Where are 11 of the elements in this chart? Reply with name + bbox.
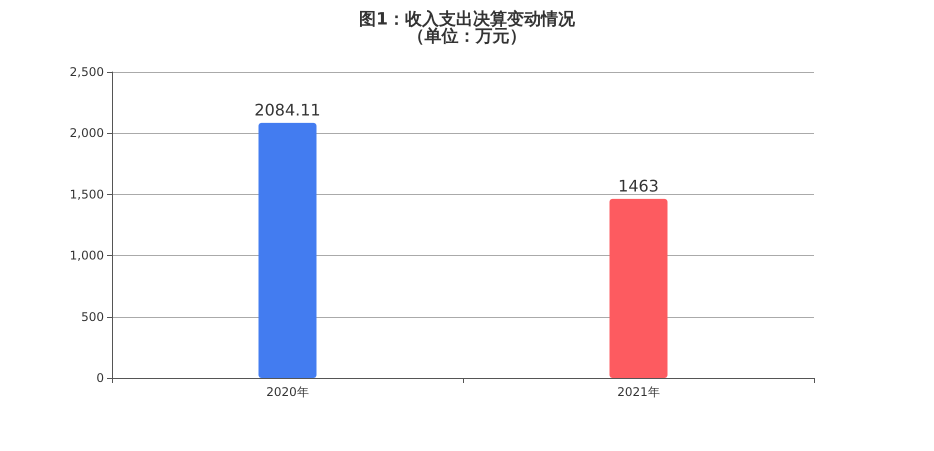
- y-tick-label: 2,500: [70, 65, 104, 79]
- y-tick-label: 1,000: [70, 248, 104, 263]
- data-label: 2084.11: [254, 100, 321, 120]
- y-tick-label: 500: [81, 310, 104, 324]
- y-tick-label: 2,000: [70, 126, 104, 140]
- data-label: 1463: [618, 176, 659, 196]
- x-tick-label: 2021年: [617, 385, 660, 399]
- x-tick-label: 2020年: [266, 385, 309, 399]
- y-tick-label: 0: [96, 371, 104, 385]
- y-tick-label: 1,500: [70, 187, 104, 202]
- chart-subtitle: （单位：万元）: [408, 26, 526, 46]
